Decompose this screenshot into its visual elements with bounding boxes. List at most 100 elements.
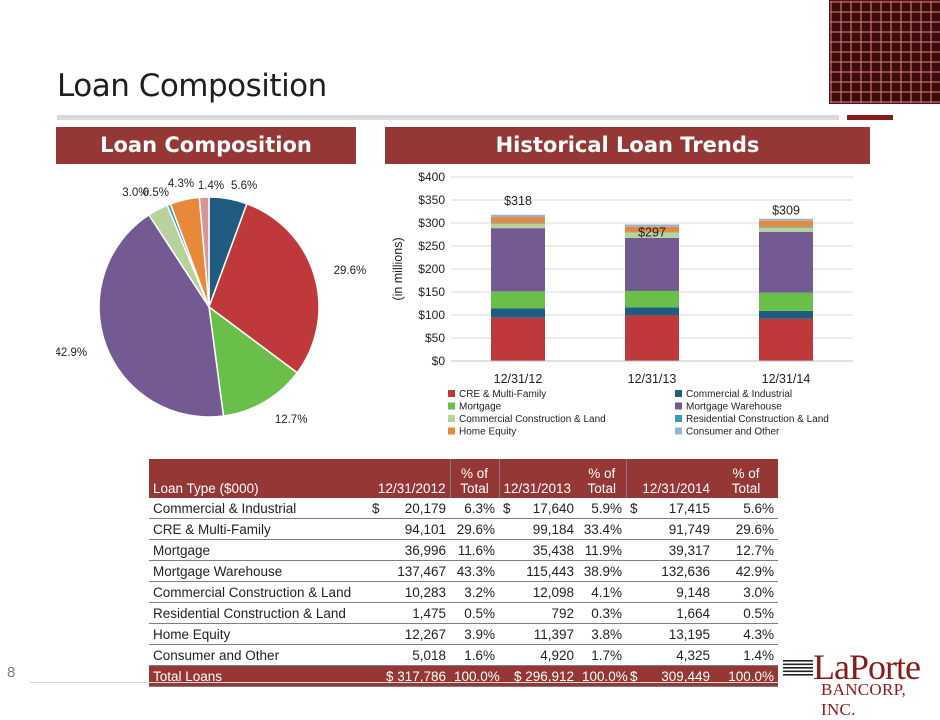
y-tick-label: $400 <box>418 170 445 184</box>
legend-label-mortgage-warehouse: Mortgage Warehouse <box>686 402 782 413</box>
legend-label-home-equity: Home Equity <box>459 427 516 438</box>
header-2012: 12/31/2012 <box>368 459 450 498</box>
pct-2012-cell: 43.3% <box>450 561 499 582</box>
loan-type-cell: Commercial Construction & Land <box>149 582 368 603</box>
value-2014-cell: 13,195 <box>626 624 714 645</box>
loan-type-cell: Mortgage <box>149 540 368 561</box>
value-2012-cell: 36,996 <box>368 540 450 561</box>
total-2014-cell: $309,449 <box>626 666 714 687</box>
y-tick-label: $100 <box>418 308 445 322</box>
bar-segment-mortgage-warehouse <box>625 238 679 291</box>
bar-segment-consumer-and-other <box>491 215 545 217</box>
value-2014-cell: 9,148 <box>626 582 714 603</box>
header-2014: 12/31/2014 <box>626 459 714 498</box>
bar-total-label: $297 <box>638 225 666 239</box>
bar-segment-cre-and-multi-family <box>625 315 679 361</box>
legend-swatch-commercial-construction-and-land <box>448 415 455 422</box>
value-2014-cell: 91,749 <box>626 519 714 540</box>
pct-2013-cell: 0.3% <box>578 603 626 624</box>
x-tick-label: 12/31/13 <box>628 372 677 386</box>
pct-2014-cell: 1.4% <box>714 645 778 666</box>
laporte-logo: LaPorte BANCORP, INC. <box>783 646 938 702</box>
x-tick-label: 12/31/12 <box>494 372 543 386</box>
bar-segment-mortgage <box>625 291 679 307</box>
value-2013-cell: 115,443 <box>499 561 578 582</box>
pct-2014-cell: 0.5% <box>714 603 778 624</box>
pct-2014-cell: 4.3% <box>714 624 778 645</box>
value-2013-cell: 12,098 <box>499 582 578 603</box>
header-pct-label: % of <box>461 466 488 481</box>
value-2012-cell: 12,267 <box>368 624 450 645</box>
loan-type-cell: Residential Construction & Land <box>149 603 368 624</box>
bar-segment-commercial-construction-and-land <box>759 228 813 232</box>
total-pct-2013-cell: 100.0% <box>578 666 626 687</box>
currency-symbol: $ <box>630 501 638 516</box>
loan-type-cell: Commercial & Industrial <box>149 498 368 519</box>
header-pct-label: % of <box>732 466 759 481</box>
legend-label-consumer-and-other: Consumer and Other <box>686 427 780 438</box>
title-divider-accent <box>847 115 893 120</box>
pie-label-home-equity: 4.3% <box>168 178 194 190</box>
value-2014-cell: 132,636 <box>626 561 714 582</box>
value-2014-cell: $17,415 <box>626 498 714 519</box>
value-2013-cell: 99,184 <box>499 519 578 540</box>
bar-segment-cre-and-multi-family <box>491 318 545 361</box>
pct-2014-cell: 29.6% <box>714 519 778 540</box>
pct-2014-cell: 42.9% <box>714 561 778 582</box>
logo-subtitle: BANCORP, INC. <box>821 680 938 720</box>
pct-2012-cell: 0.5% <box>450 603 499 624</box>
y-axis-label: (in millions) <box>391 237 405 300</box>
value-2013-cell: 792 <box>499 603 578 624</box>
title-divider <box>57 115 839 120</box>
bar-segment-cre-and-multi-family <box>759 319 813 361</box>
footer-divider <box>30 682 780 683</box>
y-tick-label: $350 <box>418 193 445 207</box>
legend-label-residential-construction-and-land: Residential Construction & Land <box>686 414 829 425</box>
header-pct-2012: % of Total <box>450 459 499 498</box>
legend-label-mortgage: Mortgage <box>459 402 502 413</box>
total-2012-cell: $ 317,786 <box>368 666 450 687</box>
header-pct-2013: % of Total <box>578 459 626 498</box>
bar-segment-residential-construction-and-land <box>491 223 545 224</box>
header-total-label: Total <box>732 481 761 496</box>
historical-loan-trends-banner: Historical Loan Trends <box>385 127 870 164</box>
value-2013-cell: $17,640 <box>499 498 578 519</box>
bar-segment-commercial-and-industrial <box>759 311 813 319</box>
header-pct-2014: % of Total <box>714 459 778 498</box>
logo-mark-icon <box>783 656 813 678</box>
pct-2013-cell: 4.1% <box>578 582 626 603</box>
bar-total-label: $318 <box>504 194 532 208</box>
loan-table: Loan Type ($000) 12/31/2012 % of Total 1… <box>149 459 778 687</box>
legend-label-commercial-and-industrial: Commercial & Industrial <box>686 389 792 400</box>
x-tick-label: 12/31/14 <box>762 372 811 386</box>
pct-2012-cell: 3.9% <box>450 624 499 645</box>
total-label-cell: Total Loans <box>149 666 368 687</box>
pct-2012-cell: 3.2% <box>450 582 499 603</box>
value-2013-cell: 4,920 <box>499 645 578 666</box>
total-2013-cell: $ 296,912 <box>499 666 578 687</box>
legend-swatch-mortgage <box>448 403 455 410</box>
bar-segment-commercial-and-industrial <box>491 308 545 317</box>
pct-2013-cell: 3.8% <box>578 624 626 645</box>
bar-segment-commercial-construction-and-land <box>491 223 545 228</box>
bar-segment-mortgage-warehouse <box>759 232 813 293</box>
bar-segment-mortgage <box>491 291 545 308</box>
value-2014-cell: 1,664 <box>626 603 714 624</box>
header-total-label: Total <box>587 481 616 496</box>
loan-composition-pie-chart: 5.6%29.6%12.7%42.9%3.0%0.5%4.3%1.4% <box>56 168 366 458</box>
legend-swatch-home-equity <box>448 428 455 435</box>
y-tick-label: $200 <box>418 262 445 276</box>
header-pct-label: % of <box>588 466 615 481</box>
currency-symbol: $ <box>503 501 511 516</box>
pct-2014-cell: 12.7% <box>714 540 778 561</box>
loan-type-cell: Home Equity <box>149 624 368 645</box>
header-loan-type: Loan Type ($000) <box>149 459 368 498</box>
legend-swatch-residential-construction-and-land <box>675 415 682 422</box>
pie-label-mortgage-warehouse: 42.9% <box>56 347 87 359</box>
value-2012-cell: 1,475 <box>368 603 450 624</box>
